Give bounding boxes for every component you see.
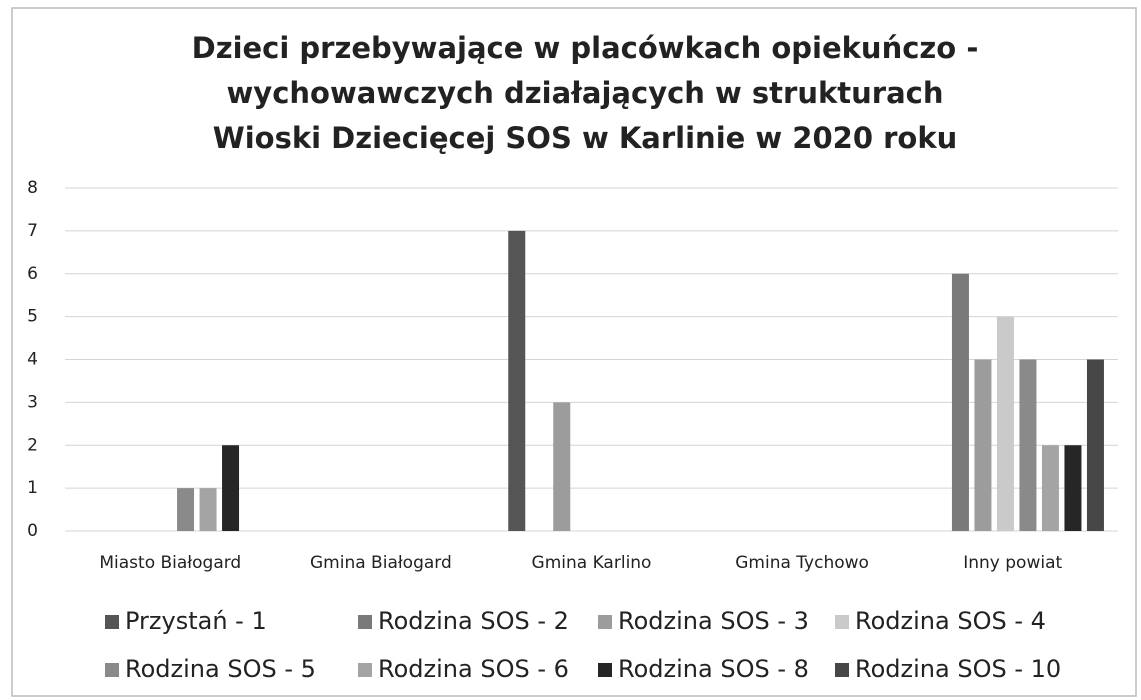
x-tick-label: Gmina Tychowo: [735, 553, 869, 573]
legend-label: Rodzina SOS - 6: [378, 655, 569, 683]
chart-title: wychowawczych działających w strukturach: [227, 76, 944, 110]
bar: [553, 402, 571, 531]
legend-label: Rodzina SOS - 8: [618, 655, 809, 683]
legend-label: Rodzina SOS - 5: [125, 655, 316, 683]
y-tick-label: 0: [27, 521, 38, 541]
y-tick-label: 8: [27, 178, 38, 198]
bar: [996, 316, 1014, 531]
chart-title: Wioski Dziecięcej SOS w Karlinie w 2020 …: [213, 121, 958, 155]
y-tick-label: 1: [27, 478, 38, 498]
x-tick-label: Miasto Białogard: [99, 553, 241, 573]
bar: [177, 488, 195, 531]
y-tick-label: 2: [27, 435, 38, 455]
legend-swatch: [598, 615, 612, 629]
x-tick-label: Gmina Białogard: [310, 553, 452, 573]
bar: [508, 230, 526, 531]
x-tick-label: Inny powiat: [963, 553, 1062, 573]
y-tick-label: 4: [27, 350, 38, 370]
legend-label: Rodzina SOS - 10: [855, 655, 1061, 683]
bar: [1064, 445, 1082, 531]
y-tick-label: 5: [27, 307, 38, 327]
bar: [222, 445, 240, 531]
bar: [1041, 445, 1059, 531]
legend-swatch: [598, 663, 612, 677]
chart-frame: [11, 7, 1137, 697]
legend-swatch: [358, 615, 372, 629]
legend-swatch: [358, 663, 372, 677]
legend-swatch: [105, 615, 119, 629]
bar: [974, 359, 992, 531]
legend-swatch: [835, 663, 849, 677]
y-tick-label: 6: [27, 264, 38, 284]
legend-label: Rodzina SOS - 2: [378, 607, 569, 635]
y-tick-label: 3: [27, 392, 38, 412]
legend-swatch: [835, 615, 849, 629]
chart-title: Dzieci przebywające w placówkach opiekuń…: [192, 31, 979, 65]
legend-swatch: [105, 663, 119, 677]
x-tick-label: Gmina Karlino: [532, 553, 652, 573]
bar: [1086, 359, 1104, 531]
bar: [199, 488, 217, 531]
y-tick-label: 7: [27, 221, 38, 241]
legend-label: Przystań - 1: [125, 607, 267, 635]
bar: [951, 273, 969, 531]
bar: [1019, 359, 1037, 531]
legend-label: Rodzina SOS - 4: [855, 607, 1046, 635]
legend-label: Rodzina SOS - 3: [618, 607, 809, 635]
